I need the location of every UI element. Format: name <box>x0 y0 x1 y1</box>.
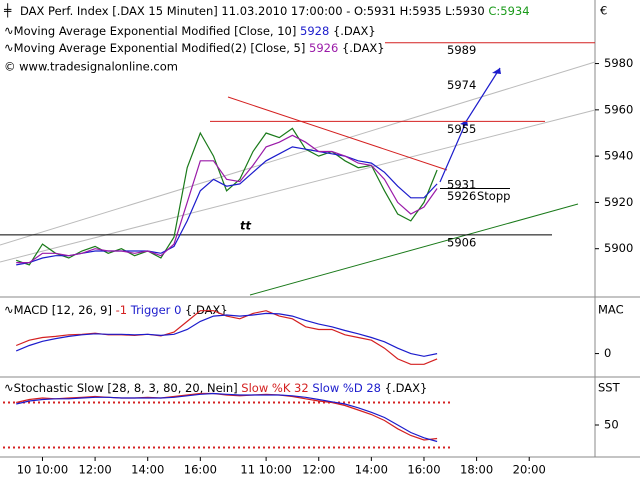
chart-title: DAX Perf. Index [.DAX 15 Minuten] <box>20 4 218 18</box>
legend-value: 5928 <box>300 24 329 38</box>
y-tick-label: 5920 <box>604 195 633 209</box>
x-tick-label: 14:00 <box>131 463 164 477</box>
series-line <box>16 146 438 266</box>
x-tick-label: 10 10:00 <box>17 463 68 477</box>
x-tick-label: 12:00 <box>79 463 112 477</box>
x-tick-label: 16:00 <box>407 463 440 477</box>
copyright: © www.tradesignalonline.com <box>4 60 178 74</box>
axis-label: SST <box>598 381 621 395</box>
panel-title: MACD [12, 26, 9] <box>14 303 112 317</box>
legend-entry: ∿Moving Average Exponential Modified [Cl… <box>4 24 376 38</box>
y-tick-label: 5960 <box>604 102 633 116</box>
trend-line <box>227 96 448 171</box>
x-tick-label: 14:00 <box>355 463 388 477</box>
ohlc: - O:5931 H:5935 L:5930 <box>346 4 484 18</box>
legend-value: 0 <box>174 303 181 317</box>
trend-line <box>0 109 596 263</box>
panel-title: Stochastic Slow [28, 8, 3, 80, 20, Nein] <box>14 381 238 395</box>
bar-icon: ╪ <box>3 3 12 18</box>
legend-entry: ∿MACD [12, 26, 9] -1 Trigger 0 {.DAX} <box>4 303 228 317</box>
legend-name: Moving Average Exponential Modified [Clo… <box>14 24 297 38</box>
level-label: 5906 <box>447 235 476 249</box>
legend-entry: ∿Stochastic Slow [28, 8, 3, 80, 20, Nein… <box>4 381 427 395</box>
close: C:5934 <box>488 4 529 18</box>
level-label: 5955 <box>447 122 476 136</box>
level-label: 5926 <box>447 189 476 203</box>
legend-name: Slow %K <box>241 381 291 395</box>
y-tick-label: 0 <box>604 346 611 360</box>
legend-value: 32 <box>294 381 309 395</box>
legend-source: {.DAX} <box>385 381 428 395</box>
legend-entry: ∿Moving Average Exponential Modified(2) … <box>4 41 385 55</box>
trend-line <box>0 61 596 246</box>
x-tick-label: 20:00 <box>513 463 546 477</box>
currency: € <box>600 4 607 18</box>
legend-value: 28 <box>366 381 381 395</box>
legend-name: Slow %D <box>312 381 363 395</box>
level-note: Stopp <box>477 189 510 203</box>
x-tick-label: 16:00 <box>184 463 217 477</box>
x-tick-label: 18:00 <box>460 463 493 477</box>
legend-name: Trigger <box>130 303 171 317</box>
series-line <box>16 392 438 443</box>
axis-label: MAC <box>598 303 624 317</box>
level-label: 5989 <box>447 43 476 57</box>
y-tick-label: 50 <box>604 418 619 432</box>
legend-source: {.DAX} <box>333 24 376 38</box>
legend-value: -1 <box>116 303 127 317</box>
header: DAX Perf. Index [.DAX 15 Minuten] 11.03.… <box>20 4 530 18</box>
datetime: 11.03.2010 17:00:00 <box>221 4 342 18</box>
y-tick-label: 5980 <box>604 56 633 70</box>
legend-name: Moving Average Exponential Modified(2) [… <box>14 41 306 55</box>
legend-source: {.DAX} <box>185 303 228 317</box>
y-tick-label: 5900 <box>604 241 633 255</box>
marker: tt <box>240 219 251 233</box>
x-tick-label: 11 10:00 <box>240 463 291 477</box>
level-label: 5974 <box>447 78 476 92</box>
level-label: 5931 <box>447 177 476 191</box>
y-tick-label: 5940 <box>604 149 633 163</box>
legend-value: 5926 <box>309 41 338 55</box>
legend-source: {.DAX} <box>342 41 385 55</box>
series-line <box>15 312 438 357</box>
x-tick-label: 12:00 <box>302 463 335 477</box>
series-line <box>16 392 438 441</box>
series-line <box>16 134 438 264</box>
series-line <box>16 127 438 266</box>
trend-line <box>249 203 579 296</box>
